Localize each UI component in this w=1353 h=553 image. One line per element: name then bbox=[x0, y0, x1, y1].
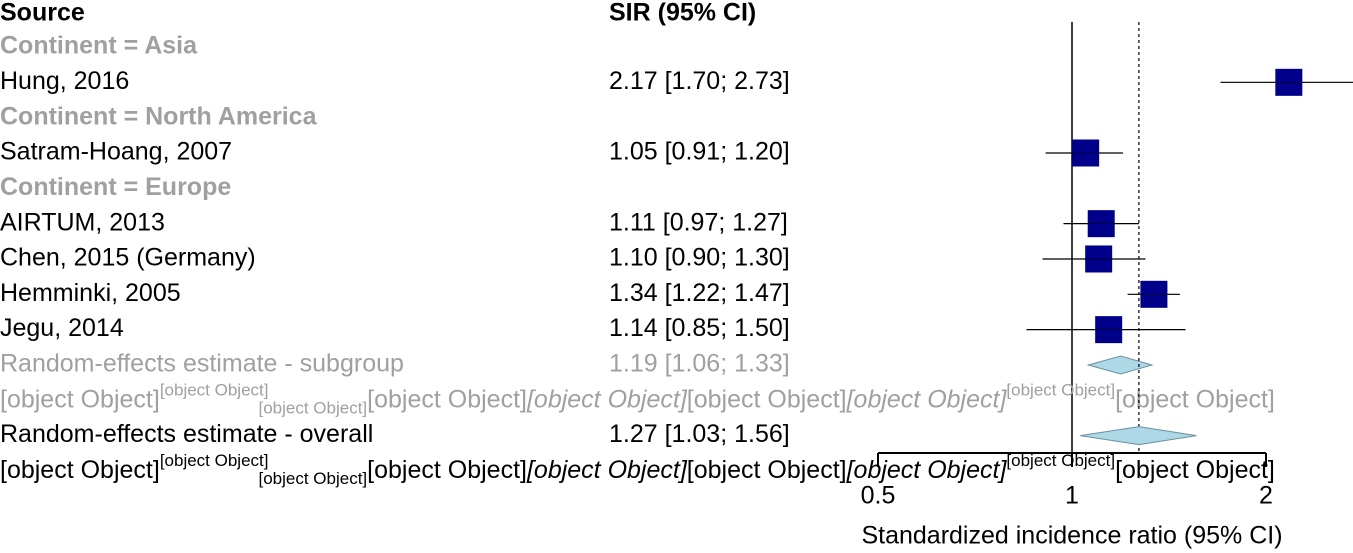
heterogeneity-part: [object Object] bbox=[1115, 456, 1275, 484]
x-tick-label: 1 bbox=[1065, 482, 1079, 510]
heterogeneity-part: [object Object] bbox=[258, 399, 367, 418]
heterogeneity-part: [object Object] bbox=[526, 456, 688, 484]
estimate-label: 1.05 [0.91; 1.20] bbox=[609, 138, 790, 166]
x-axis-label: Standardized incidence ratio (95% CI) bbox=[861, 522, 1282, 550]
group-label: Continent = North America bbox=[0, 102, 318, 130]
heterogeneity-part: [object Object] bbox=[687, 456, 847, 484]
heterogeneity-text: [object Object][object Object] [object Ob… bbox=[0, 451, 1275, 488]
estimate-diamond bbox=[1086, 355, 1154, 375]
heterogeneity-text: [object Object][object Object] [object Ob… bbox=[0, 381, 1275, 418]
heterogeneity-part: [object Object] bbox=[1006, 451, 1115, 470]
heterogeneity-part: [object Object] bbox=[258, 469, 367, 488]
row-label: AIRTUM, 2013 bbox=[0, 208, 165, 236]
heterogeneity-part: [object Object] bbox=[846, 456, 1008, 484]
heterogeneity-part: [object Object] bbox=[160, 451, 269, 470]
estimate-label: 1.11 [0.97; 1.27] bbox=[609, 208, 788, 236]
estimate-label: 1.27 [1.03; 1.56] bbox=[609, 420, 790, 448]
row-label: Hemminki, 2005 bbox=[0, 279, 181, 307]
heterogeneity-part: [object Object] bbox=[846, 385, 1008, 413]
estimate-diamond bbox=[1080, 426, 1197, 446]
estimate-label: 2.17 [1.70; 2.73] bbox=[609, 67, 790, 95]
heterogeneity-part: [object Object] bbox=[160, 381, 269, 400]
estimate-label: 1.10 [0.90; 1.30] bbox=[609, 244, 790, 272]
heterogeneity-part: [object Object] bbox=[0, 456, 160, 484]
heterogeneity-part: [object Object] bbox=[526, 385, 688, 413]
x-tick-label: 2 bbox=[1259, 482, 1273, 510]
heterogeneity-part: [object Object] bbox=[367, 385, 527, 413]
estimate-label: 1.14 [0.85; 1.50] bbox=[609, 314, 790, 342]
column-header: Source bbox=[0, 0, 85, 27]
row-label: Chen, 2015 (Germany) bbox=[0, 244, 256, 272]
group-label: Continent = Asia bbox=[0, 32, 198, 60]
row-label: Random-effects estimate - subgroup bbox=[0, 350, 404, 378]
heterogeneity-part: [object Object] bbox=[1115, 385, 1275, 413]
row-label: Jegu, 2014 bbox=[0, 314, 124, 342]
group-label: Continent = Europe bbox=[0, 173, 231, 201]
estimate-label: 1.19 [1.06; 1.33] bbox=[609, 350, 790, 378]
row-label: Random-effects estimate - overall bbox=[0, 420, 373, 448]
column-header: SIR (95% CI) bbox=[609, 0, 756, 27]
estimate-label: 1.34 [1.22; 1.47] bbox=[609, 279, 790, 307]
heterogeneity-part: [object Object] bbox=[367, 456, 527, 484]
heterogeneity-part: [object Object] bbox=[687, 385, 847, 413]
heterogeneity-part: [object Object] bbox=[0, 385, 160, 413]
row-label: Hung, 2016 bbox=[0, 67, 129, 95]
heterogeneity-part: [object Object] bbox=[1006, 381, 1115, 400]
row-label: Satram-Hoang, 2007 bbox=[0, 138, 232, 166]
x-tick-label: 0.5 bbox=[861, 482, 896, 510]
